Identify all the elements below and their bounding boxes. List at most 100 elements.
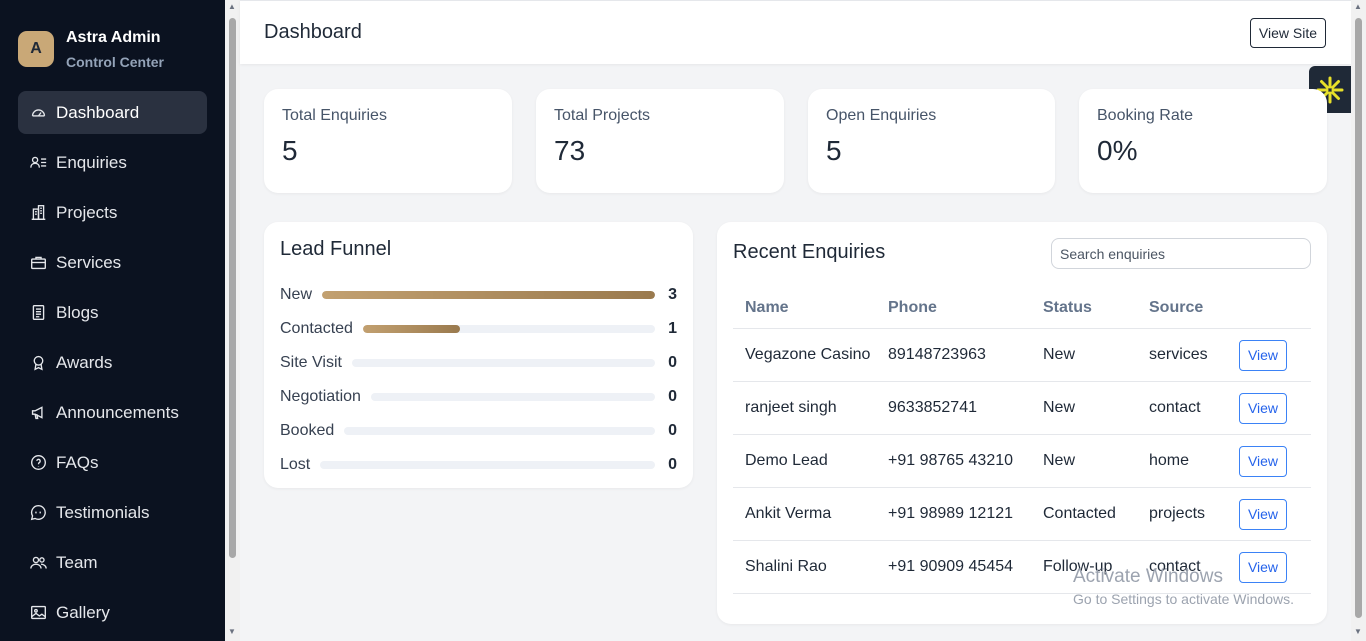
funnel-progress-track bbox=[320, 461, 655, 469]
funnel-stage-label: Booked bbox=[280, 422, 335, 439]
sidebar: A Astra Admin Control Center Dashboard E… bbox=[0, 0, 225, 641]
page-title: Dashboard bbox=[264, 21, 362, 43]
funnel-progress-fill bbox=[362, 325, 461, 333]
sidebar-item-label: FAQs bbox=[56, 452, 99, 472]
sidebar-item-enquiries[interactable]: Enquiries bbox=[18, 141, 207, 184]
enquiries-table: Name Phone Status Source Vegazone Casino… bbox=[733, 288, 1311, 594]
building-icon bbox=[29, 204, 47, 222]
table-row: ranjeet singh 9633852741 New contact View bbox=[733, 382, 1311, 435]
cell-name: Demo Lead bbox=[745, 452, 828, 469]
view-enquiry-button[interactable]: View bbox=[1239, 392, 1287, 424]
sidebar-item-awards[interactable]: Awards bbox=[18, 341, 207, 384]
view-site-button[interactable]: View Site bbox=[1249, 18, 1326, 48]
funnel-row: Lost 0 bbox=[280, 448, 677, 482]
funnel-row: Contacted 1 bbox=[280, 312, 677, 346]
lead-funnel-rows: New 3 Contacted 1 Site Visit 0 Negotiation 0 Boo… bbox=[280, 278, 677, 482]
cell-name: Shalini Rao bbox=[745, 558, 827, 575]
cell-source: projects bbox=[1149, 505, 1206, 522]
sidebar-item-label: Enquiries bbox=[56, 152, 127, 172]
cell-phone: +91 98765 43210 bbox=[888, 452, 1014, 469]
recent-enquiries-title: Recent Enquiries bbox=[733, 241, 886, 263]
funnel-stage-count: 0 bbox=[668, 422, 677, 439]
stat-label: Open Enquiries bbox=[826, 107, 937, 124]
watermark-title: Activate Windows bbox=[1073, 566, 1223, 587]
funnel-progress-fill bbox=[322, 291, 655, 299]
funnel-row: New 3 bbox=[280, 278, 677, 312]
column-header-phone: Phone bbox=[888, 299, 937, 316]
lead-funnel-card: Lead Funnel New 3 Contacted 1 Site Visit 0 Neg… bbox=[264, 222, 693, 488]
view-enquiry-button[interactable]: View bbox=[1239, 551, 1287, 583]
sidebar-item-label: Awards bbox=[56, 352, 113, 372]
sidebar-item-label: Team bbox=[56, 552, 98, 572]
cell-status: New bbox=[1043, 346, 1076, 363]
funnel-progress-track bbox=[351, 359, 655, 367]
sidebar-item-testimonials[interactable]: Testimonials bbox=[18, 491, 207, 534]
cell-status: New bbox=[1043, 452, 1076, 469]
funnel-stage-label: New bbox=[280, 286, 313, 303]
stat-value: 0% bbox=[1097, 135, 1138, 166]
funnel-stage-label: Site Visit bbox=[280, 354, 342, 371]
sidebar-item-blogs[interactable]: Blogs bbox=[18, 291, 207, 334]
chat-quote-icon bbox=[29, 504, 47, 522]
windows-activation-watermark: Activate Windows Go to Settings to activ… bbox=[1073, 566, 1294, 607]
image-icon bbox=[29, 604, 47, 622]
cell-name: Vegazone Casino bbox=[745, 346, 871, 363]
scroll-down-arrow-icon[interactable]: ▼ bbox=[1354, 627, 1362, 636]
sidebar-scroll-thumb[interactable] bbox=[229, 18, 236, 558]
stat-label: Total Projects bbox=[554, 107, 651, 124]
funnel-stage-count: 1 bbox=[668, 320, 677, 337]
top-bar: Dashboard View Site bbox=[240, 0, 1351, 64]
table-header: Name Phone Status Source bbox=[733, 288, 1311, 329]
funnel-stage-label: Contacted bbox=[280, 320, 353, 337]
funnel-stage-count: 0 bbox=[668, 388, 677, 405]
sidebar-scrollbar[interactable]: ▲ ▼ bbox=[225, 0, 240, 641]
cell-phone: +91 98989 12121 bbox=[888, 505, 1014, 522]
table-row: Shalini Rao +91 90909 45454 Follow-up conta… bbox=[733, 541, 1311, 594]
stat-card-open-enquiries: Open Enquiries 5 bbox=[808, 89, 1055, 193]
view-enquiry-button[interactable]: View bbox=[1239, 498, 1287, 530]
column-header-name: Name bbox=[745, 299, 789, 316]
brand-subtitle: Control Center bbox=[66, 53, 164, 70]
funnel-progress-track bbox=[322, 291, 655, 299]
sidebar-item-team[interactable]: Team bbox=[18, 541, 207, 584]
view-enquiry-button[interactable]: View bbox=[1239, 445, 1287, 477]
cell-source: contact bbox=[1149, 558, 1201, 575]
cell-source: services bbox=[1149, 346, 1208, 363]
sidebar-item-label: Dashboard bbox=[56, 102, 140, 122]
sidebar-item-dashboard[interactable]: Dashboard bbox=[18, 91, 207, 134]
funnel-progress-track bbox=[370, 393, 655, 401]
column-header-source: Source bbox=[1149, 299, 1204, 316]
gauge-icon bbox=[29, 104, 47, 122]
people-icon bbox=[29, 554, 47, 572]
column-header-status: Status bbox=[1043, 299, 1092, 316]
stat-card-total-projects: Total Projects 73 bbox=[536, 89, 784, 193]
award-icon bbox=[29, 354, 47, 372]
cell-name: ranjeet singh bbox=[745, 399, 837, 416]
funnel-stage-label: Negotiation bbox=[280, 388, 361, 405]
cell-status: Contacted bbox=[1043, 505, 1116, 522]
funnel-row: Negotiation 0 bbox=[280, 380, 677, 414]
stat-value: 5 bbox=[826, 135, 842, 166]
lead-funnel-title: Lead Funnel bbox=[280, 238, 392, 260]
sidebar-item-label: Blogs bbox=[56, 302, 99, 322]
sidebar-nav: Dashboard Enquiries Projects Services Bl… bbox=[18, 91, 207, 641]
sidebar-item-projects[interactable]: Projects bbox=[18, 191, 207, 234]
page-scrollbar[interactable]: ▲ ▼ bbox=[1351, 0, 1366, 641]
sidebar-item-gallery[interactable]: Gallery bbox=[18, 591, 207, 634]
scroll-down-arrow-icon[interactable]: ▼ bbox=[228, 627, 236, 636]
sidebar-item-services[interactable]: Services bbox=[18, 241, 207, 284]
page-scroll-thumb[interactable] bbox=[1355, 18, 1362, 618]
scroll-up-arrow-icon[interactable]: ▲ bbox=[228, 2, 236, 11]
cell-source: home bbox=[1149, 452, 1190, 469]
view-enquiry-button[interactable]: View bbox=[1239, 339, 1287, 371]
cell-source: contact bbox=[1149, 399, 1201, 416]
sparkle-icon bbox=[1316, 76, 1344, 103]
avatar: A bbox=[18, 31, 54, 68]
search-input[interactable] bbox=[1051, 238, 1311, 269]
sidebar-item-faqs[interactable]: FAQs bbox=[18, 441, 207, 484]
funnel-progress-track bbox=[344, 427, 655, 435]
briefcase-icon bbox=[29, 254, 47, 272]
scroll-up-arrow-icon[interactable]: ▲ bbox=[1354, 2, 1362, 11]
cell-name: Ankit Verma bbox=[745, 505, 832, 522]
sidebar-item-announcements[interactable]: Announcements bbox=[18, 391, 207, 434]
